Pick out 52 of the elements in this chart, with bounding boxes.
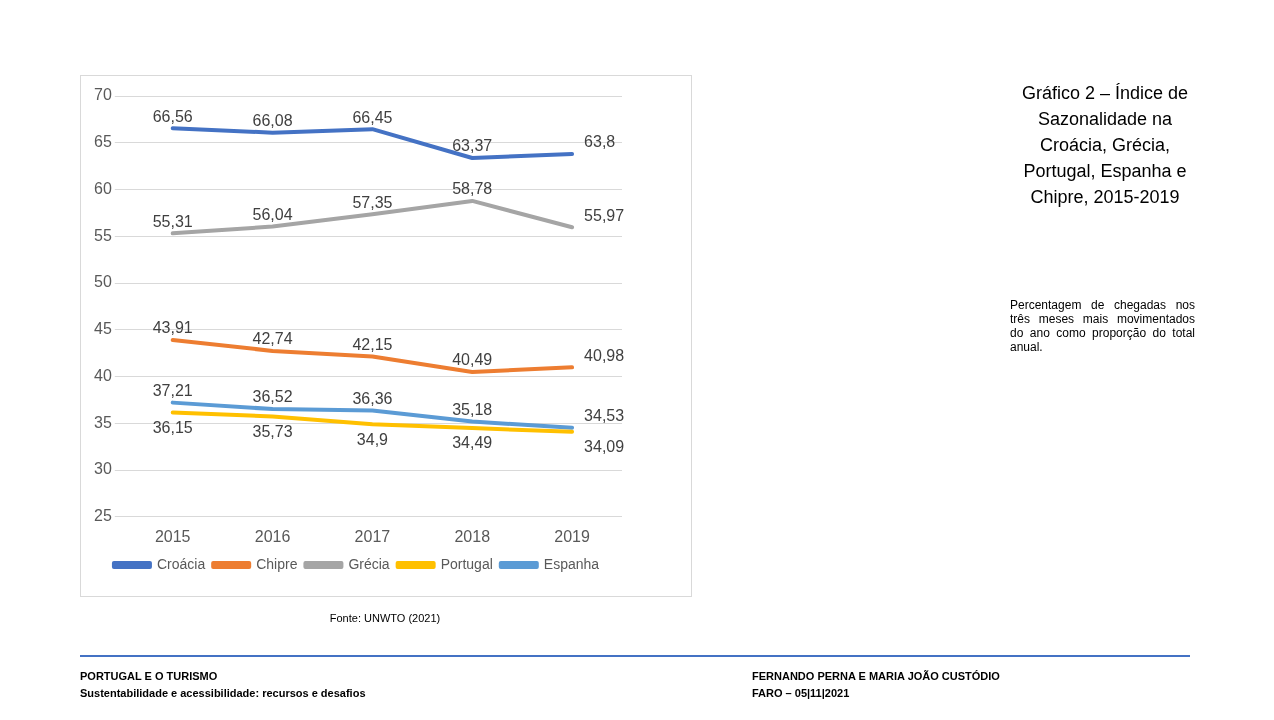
data-label: 66,56 (152, 107, 193, 125)
text: Percentagem de chegadas nos três meses mais movimentados do ano como proporção do total anual. (1010, 298, 1195, 354)
text: FERNANDO PERNA E MARIA JOÃO CUSTÓDIO (752, 670, 1000, 682)
text: Sustentabilidade e acessibilidade: recursos e desafios (80, 687, 366, 699)
y-tick-label: 40 (94, 366, 112, 384)
y-tick-label: 30 (94, 460, 112, 478)
data-label: 36,15 (152, 418, 193, 436)
legend-label: Grécia (348, 555, 390, 572)
legend-label: Espanha (543, 555, 600, 572)
data-label: 40,98 (584, 346, 625, 364)
source-note: Fonte: UNWTO (2021) (328, 612, 442, 624)
x-tick-label: 2019 (554, 527, 590, 545)
data-label: 63,37 (452, 137, 493, 155)
y-tick-label: 25 (94, 507, 112, 525)
y-tick-label: 35 (94, 413, 112, 431)
data-label: 36,52 (252, 388, 293, 406)
data-label: 40,49 (452, 351, 493, 369)
y-tick-label: 65 (94, 133, 112, 151)
y-tick-label: 45 (94, 320, 112, 338)
data-label: 58,78 (452, 180, 493, 198)
data-label: 63,8 (584, 133, 616, 151)
data-label: 55,97 (584, 206, 625, 224)
text: FARO – 05|11|2021 (752, 687, 850, 699)
legend-label: Portugal (440, 555, 493, 572)
legend-label: Croácia (156, 555, 206, 572)
data-label: 34,9 (356, 430, 389, 448)
y-tick-label: 60 (94, 179, 112, 197)
text: Gráfico 2 – Índice de Sazonalidade na Croácia, Grécia, Portugal, Espanha e Chipre, 2015-2019 (1020, 82, 1190, 209)
text: PORTUGAL E O TURISMO (80, 670, 218, 682)
x-tick-label: 2017 (354, 527, 391, 545)
data-label: 43,91 (152, 319, 193, 337)
data-label: 66,08 (252, 112, 293, 130)
data-label: 35,18 (452, 401, 493, 419)
data-label: 66,45 (352, 108, 393, 126)
y-tick-label: 55 (94, 226, 112, 244)
y-tick-label: 50 (94, 273, 112, 291)
data-label: 37,21 (152, 382, 193, 400)
data-label: 55,31 (152, 212, 193, 230)
data-label: 34,53 (584, 407, 625, 425)
x-tick-label: 2015 (154, 527, 191, 545)
data-label: 57,35 (352, 193, 393, 211)
x-tick-label: 2016 (254, 527, 291, 545)
data-label: 35,73 (252, 422, 293, 440)
data-label: 56,04 (252, 205, 293, 223)
data-label: 34,09 (584, 438, 625, 456)
data-label: 34,49 (452, 434, 493, 452)
y-tick-label: 70 (94, 86, 112, 104)
x-tick-label: 2018 (454, 527, 491, 545)
data-label: 42,74 (252, 330, 293, 348)
data-label: 42,15 (352, 335, 393, 353)
data-label: 36,36 (352, 389, 393, 407)
legend-label: Chipre (256, 555, 298, 572)
